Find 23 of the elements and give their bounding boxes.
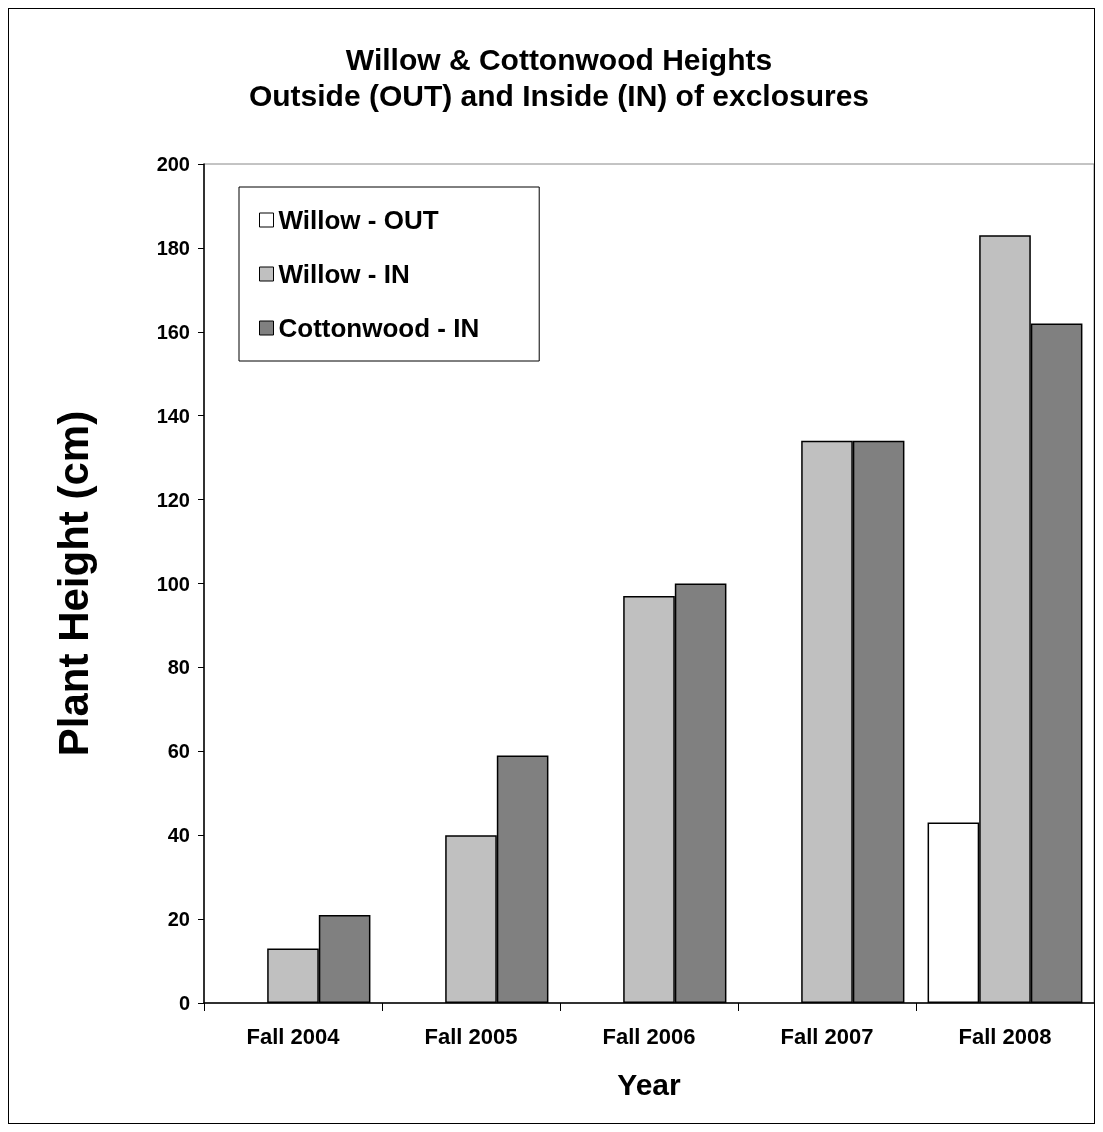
- y-tick-label: 140: [156, 404, 190, 427]
- y-tick-label: 160: [156, 320, 190, 343]
- y-tick-label: 120: [156, 488, 190, 511]
- y-axis-title: Plant Height (cm): [49, 410, 97, 757]
- legend-label: Cottonwood - IN: [278, 313, 480, 343]
- y-tick-label: 0: [178, 992, 190, 1014]
- x-tick-label: Fall 2008: [958, 1023, 1052, 1049]
- y-tick-label: 60: [167, 740, 190, 763]
- y-tick-label: 40: [167, 824, 190, 847]
- legend-label: Willow - IN: [278, 259, 410, 289]
- x-tick-label: Fall 2007: [780, 1023, 874, 1049]
- y-tick-label: 180: [156, 236, 190, 259]
- x-tick-label: Fall 2004: [246, 1023, 341, 1049]
- y-tick-label: 100: [156, 572, 190, 595]
- y-tick-label: 200: [156, 153, 190, 175]
- chart-title: Willow & Cottonwood Heights: [345, 42, 773, 76]
- x-tick-label: Fall 2006: [602, 1023, 696, 1049]
- x-tick-label: Fall 2005: [424, 1023, 518, 1049]
- y-tick-label: 20: [167, 908, 190, 931]
- x-axis-title: Year: [617, 1067, 682, 1101]
- y-tick-label: 80: [167, 656, 190, 679]
- legend-label: Willow - OUT: [278, 205, 439, 235]
- chart-subtitle: Outside (OUT) and Inside (IN) of exclosures: [248, 78, 870, 112]
